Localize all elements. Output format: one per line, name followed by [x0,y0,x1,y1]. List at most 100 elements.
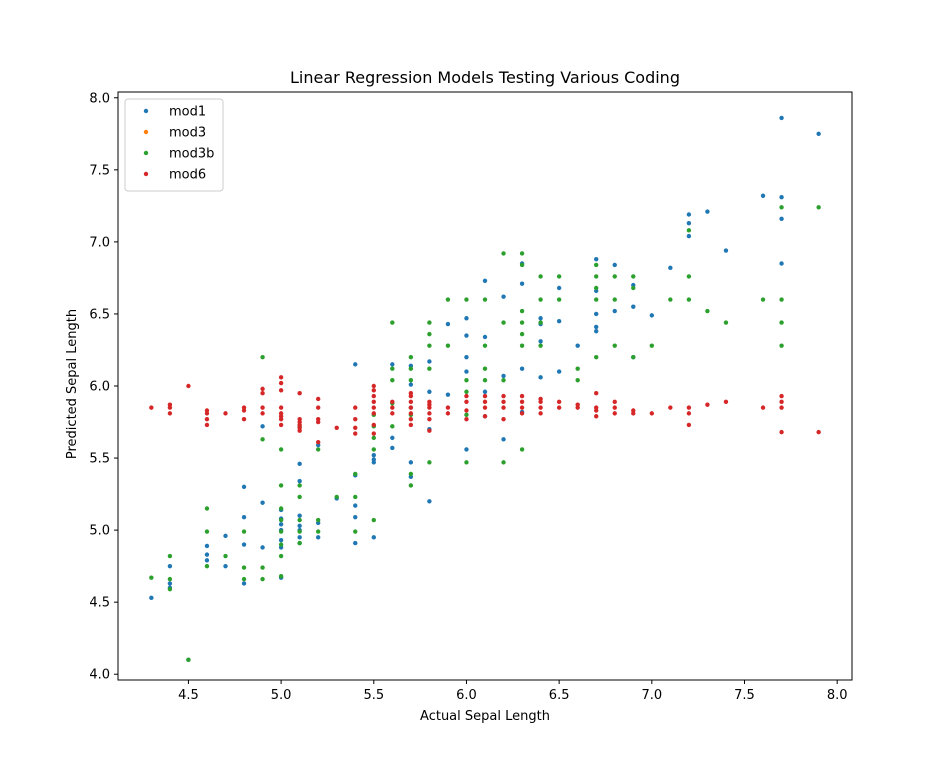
data-point-mod6-12 [241,405,247,410]
data-point-mod6-52 [408,422,414,428]
data-point-mod3b-15 [260,354,265,360]
data-point-mod6-24 [278,375,284,380]
data-point-mod3b-35 [353,494,358,500]
data-point-mod6-71 [482,414,488,419]
data-point-mod3b-54 [427,366,432,371]
data-point-mod3b-94 [612,297,617,302]
data-point-mod6-8 [204,408,210,413]
data-point-mod3b-101 [686,297,692,302]
data-point-mod1-12 [241,514,247,520]
data-point-mod1-75 [538,339,543,344]
data-point-mod3b-19 [278,529,284,534]
data-point-mod3b-69 [501,460,506,465]
data-point-mod6-17 [278,422,284,428]
data-point-mod6-73 [482,399,488,405]
y-tick-label: 8.0 [89,91,110,106]
data-point-mod3b-0 [149,575,154,580]
data-point-mod6-1 [167,411,173,416]
data-point-mod3b-55 [427,343,432,348]
data-point-mod6-110 [779,399,784,405]
data-point-mod3b-12 [260,576,265,582]
data-point-mod1-52 [427,499,432,504]
data-point-mod3b-36 [353,471,358,477]
data-point-mod1-99 [760,193,766,198]
data-point-mod6-90 [575,402,580,407]
series-mod3b [149,205,821,663]
data-point-mod6-31 [315,440,321,445]
data-point-mod1-81 [575,343,580,348]
data-point-mod3b-97 [631,285,636,291]
data-point-mod3b-53 [427,460,432,465]
data-point-mod3b-81 [538,320,543,325]
data-point-mod3b-47 [408,483,414,488]
data-point-mod6-10 [241,416,247,422]
data-point-mod3b-7 [204,506,210,511]
y-tick-label: 6.0 [89,380,110,395]
data-point-mod3b-5 [204,563,210,569]
data-point-mod1-62 [464,316,469,321]
data-point-mod6-84 [538,405,543,410]
data-point-mod3b-39 [371,435,376,441]
data-point-mod6-94 [594,391,599,396]
data-point-mod3b-104 [705,308,710,314]
data-point-mod6-9 [223,411,228,416]
data-point-mod3b-92 [594,262,599,268]
data-point-mod3b-93 [612,343,617,348]
data-point-mod3b-109 [779,297,784,302]
legend-marker-mod3 [143,129,149,135]
data-point-mod3b-105 [723,320,729,325]
data-point-mod3b-26 [297,517,302,523]
data-point-mod3b-10 [241,565,247,570]
data-point-mod6-104 [686,405,692,410]
data-point-mod1-72 [519,281,525,286]
data-point-mod1-31 [315,535,321,540]
x-tick-label: 6.5 [549,688,570,703]
data-point-mod6-33 [315,416,321,422]
x-tick-label: 6.0 [456,688,477,703]
data-point-mod6-67 [464,416,469,422]
data-point-mod6-36 [334,425,339,430]
data-point-mod1-28 [297,513,302,518]
data-point-mod6-74 [482,393,488,399]
data-point-mod3b-34 [353,529,358,534]
data-point-mod3b-111 [816,205,821,210]
data-point-mod6-75 [501,416,506,422]
legend-marker-mod6 [143,171,149,177]
data-point-mod6-56 [408,399,414,405]
data-point-mod3b-11 [241,529,247,534]
data-point-mod6-59 [427,428,432,433]
data-point-mod6-50 [390,405,395,410]
data-point-mod1-45 [390,435,395,441]
data-point-mod3b-52 [408,354,414,360]
y-tick-label: 4.0 [89,668,110,683]
data-point-mod1-7 [204,543,210,549]
data-point-mod3b-67 [482,343,488,348]
data-point-mod3b-100 [668,297,673,302]
data-point-mod3b-4 [186,657,191,663]
data-point-mod1-74 [538,375,543,380]
x-axis-label: Actual Sepal Length [420,709,550,724]
data-point-mod1-80 [556,285,562,291]
data-point-mod6-79 [519,411,525,416]
data-point-mod3b-85 [556,274,562,279]
data-point-mod6-107 [760,405,766,410]
data-point-mod1-64 [482,389,488,394]
legend: mod1 mod3 mod3b mod6 [124,98,224,192]
data-point-mod6-101 [668,405,673,410]
data-point-mod6-61 [427,411,432,416]
data-point-mod3b-66 [482,366,488,371]
data-point-mod1-57 [445,321,451,327]
data-point-mod1-96 [686,212,692,217]
legend-label-mod3: mod3 [169,126,206,141]
data-point-mod1-10 [241,581,247,586]
data-point-mod6-46 [371,393,376,399]
data-point-mod3b-37 [371,517,376,523]
data-point-mod6-109 [779,405,784,410]
data-point-mod3b-103 [686,228,692,233]
data-point-mod1-66 [482,278,488,283]
data-point-mod3b-96 [631,354,636,360]
data-point-mod3b-42 [390,424,395,429]
data-point-mod3b-17 [278,553,284,559]
data-point-mod1-58 [464,447,469,452]
data-point-mod6-39 [353,416,358,422]
